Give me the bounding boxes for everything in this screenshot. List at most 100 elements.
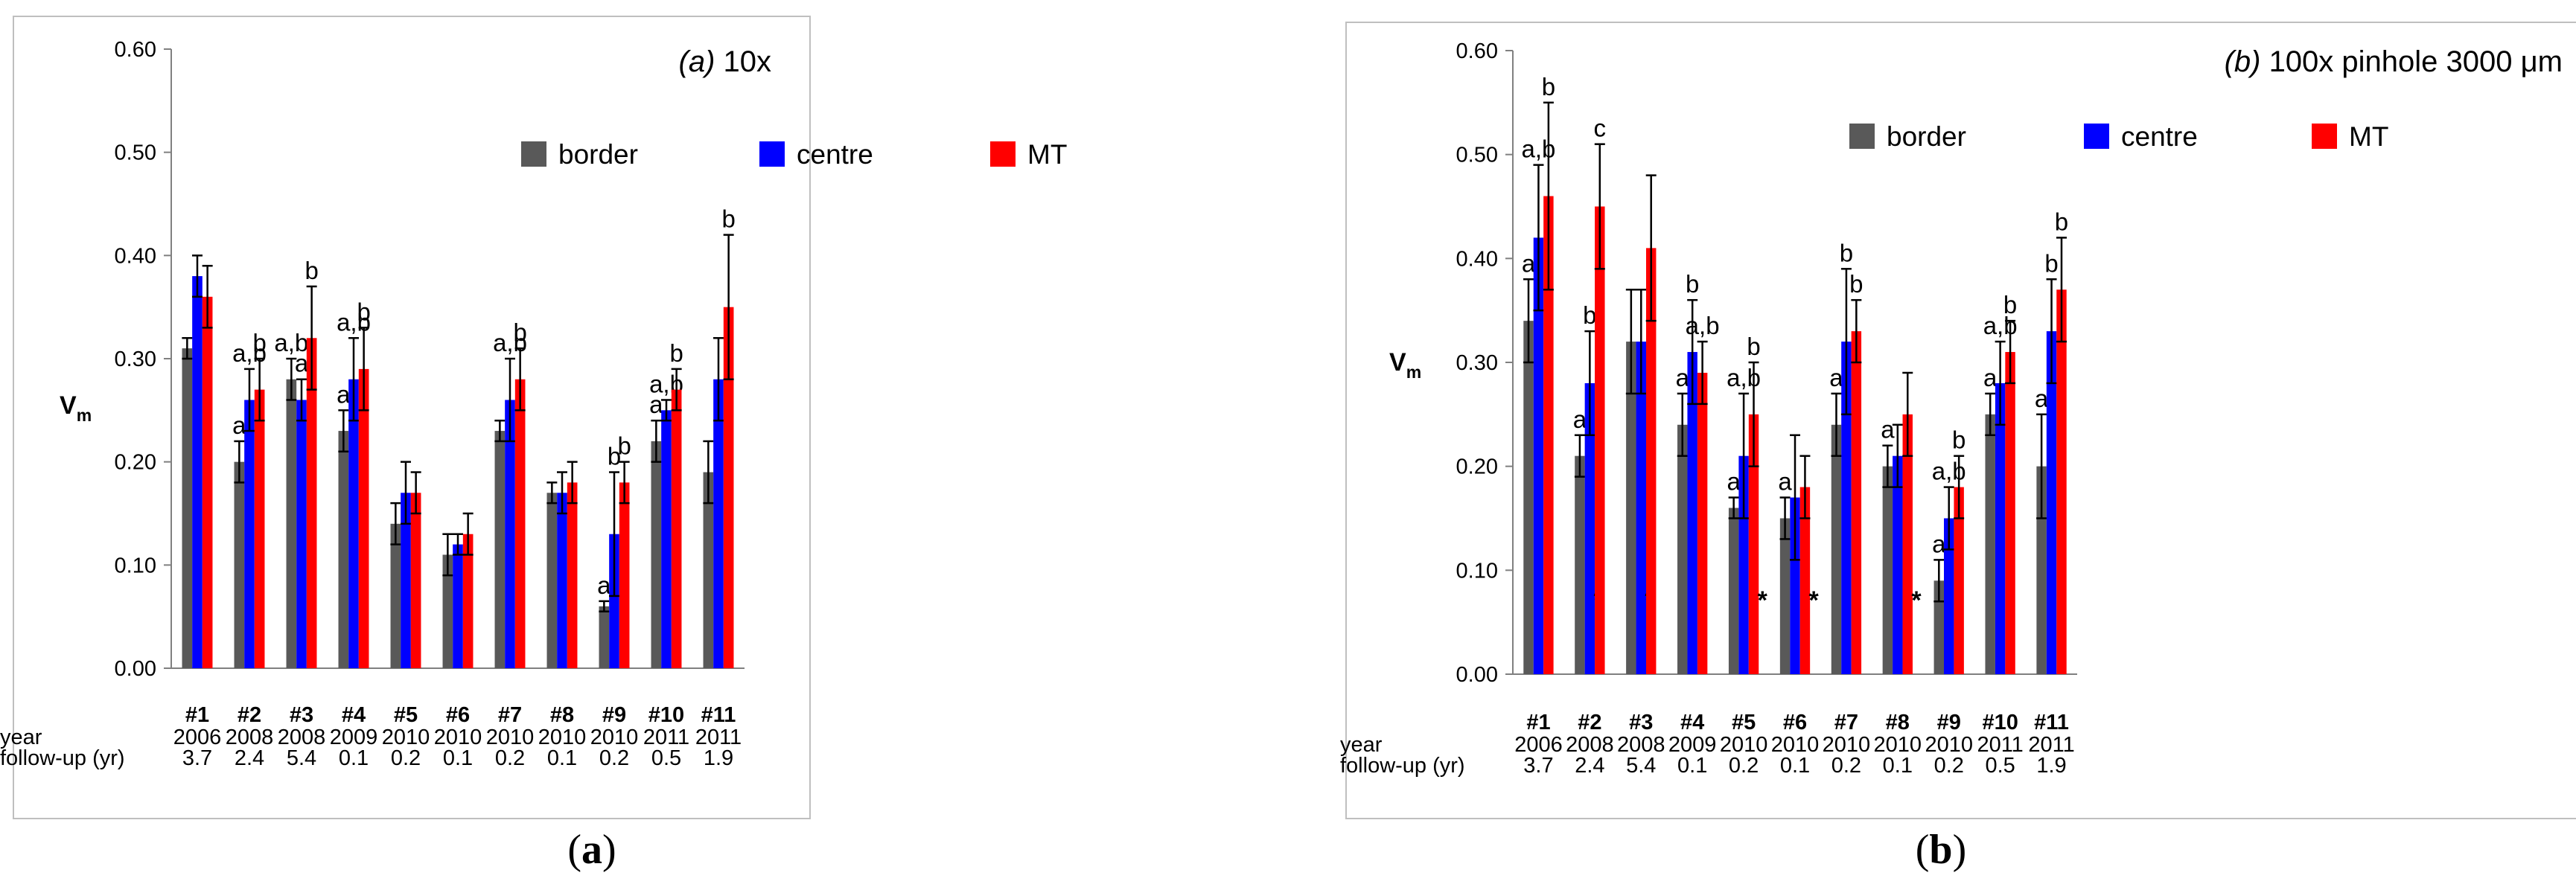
year-label: 2006 bbox=[1514, 733, 1563, 757]
year-label: 2010 bbox=[1823, 733, 1871, 757]
significance-label: b bbox=[357, 298, 370, 325]
legend-label-mt: MT bbox=[1027, 139, 1067, 170]
bar-mt bbox=[358, 368, 369, 668]
year-label: 2010 bbox=[1720, 733, 1768, 757]
legend-swatch-centre bbox=[2084, 124, 2109, 149]
bar-centre bbox=[713, 379, 724, 668]
bar-border bbox=[1779, 518, 1791, 674]
follow-up-label: 0.5 bbox=[1985, 754, 2015, 778]
category-label: #11 bbox=[701, 703, 736, 727]
bar-border bbox=[338, 431, 349, 668]
legend-swatch-border bbox=[521, 141, 546, 167]
follow-up-label: 0.2 bbox=[1934, 754, 1964, 778]
significance-label: b bbox=[513, 318, 526, 346]
legend-swatch-border bbox=[1849, 124, 1875, 149]
year-label: 2010 bbox=[590, 726, 639, 749]
category-label: #6 bbox=[446, 703, 470, 727]
category-label: #8 bbox=[550, 703, 574, 727]
bar-mt bbox=[1954, 487, 1964, 674]
bar-centre bbox=[1995, 382, 2006, 674]
bar-mt bbox=[1697, 372, 1708, 674]
category-label: #11 bbox=[2034, 711, 2069, 734]
bar-centre bbox=[557, 493, 567, 668]
bar-border bbox=[390, 523, 401, 668]
bar-border bbox=[651, 441, 662, 668]
bar-mt bbox=[1851, 331, 1862, 674]
year-label: 2010 bbox=[382, 726, 430, 749]
category-label: #2 bbox=[1578, 711, 1601, 734]
significance-label: b bbox=[608, 443, 621, 470]
bar-border bbox=[1882, 466, 1893, 674]
bar-mt bbox=[1902, 414, 1913, 674]
category-label: #5 bbox=[394, 703, 418, 727]
follow-up-label: 5.4 bbox=[1626, 754, 1656, 778]
category-label: #9 bbox=[602, 703, 626, 727]
year-label: 2010 bbox=[486, 726, 535, 749]
row-label-year: year bbox=[1340, 733, 1383, 757]
follow-up-label: 1.9 bbox=[704, 746, 733, 770]
follow-up-label: 0.2 bbox=[1729, 754, 1759, 778]
chart-frame bbox=[13, 16, 811, 819]
year-label: 2011 bbox=[695, 726, 742, 749]
legend-label-mt: MT bbox=[2349, 121, 2388, 152]
y-tick-label: 0.00 bbox=[1456, 663, 1498, 687]
category-label: #2 bbox=[237, 703, 261, 727]
year-label: 2010 bbox=[538, 726, 587, 749]
bar-centre bbox=[401, 493, 411, 668]
y-tick-label: 0.20 bbox=[115, 451, 156, 475]
year-label: 2009 bbox=[330, 726, 378, 749]
bar-centre bbox=[453, 544, 463, 668]
y-tick-label: 0.50 bbox=[1456, 144, 1498, 167]
significance-label: a bbox=[1983, 364, 1998, 391]
year-label: 2010 bbox=[1771, 733, 1820, 757]
category-label: #5 bbox=[1732, 711, 1756, 734]
significance-label: b bbox=[669, 339, 683, 367]
y-tick-label: 0.60 bbox=[115, 38, 156, 62]
significance-label: b bbox=[1686, 270, 1699, 298]
follow-up-label: 0.5 bbox=[651, 746, 681, 770]
bar-mt bbox=[2056, 289, 2067, 674]
year-label: 2011 bbox=[1977, 733, 2023, 757]
legend-label-centre: centre bbox=[2121, 121, 2198, 152]
significance-label: a bbox=[597, 571, 611, 599]
year-label: 2010 bbox=[434, 726, 482, 749]
bar-centre bbox=[1687, 352, 1697, 674]
follow-up-label: 3.7 bbox=[182, 746, 212, 770]
significance-label: b bbox=[2044, 249, 2058, 277]
follow-up-label: 0.2 bbox=[495, 746, 525, 770]
y-tick-label: 0.10 bbox=[1456, 559, 1498, 583]
significance-label: b bbox=[2055, 208, 2068, 235]
year-label: 2008 bbox=[1566, 733, 1614, 757]
bar-centre bbox=[1584, 382, 1595, 674]
significance-label: a,b bbox=[1932, 458, 1966, 485]
bar-border bbox=[234, 461, 245, 668]
panel-caption: (a) bbox=[567, 827, 616, 873]
significance-label: b bbox=[2003, 291, 2017, 318]
row-label-year: year bbox=[0, 726, 42, 749]
category-label: #1 bbox=[1526, 711, 1550, 734]
year-label: 2011 bbox=[643, 726, 689, 749]
significance-label: b bbox=[1542, 73, 1555, 100]
bar-mt bbox=[2005, 352, 2015, 674]
bar-centre bbox=[244, 400, 255, 668]
bar-border bbox=[286, 379, 297, 668]
y-tick-label: 0.30 bbox=[1456, 351, 1498, 375]
bar-centre bbox=[1533, 237, 1544, 674]
significance-label: a bbox=[1573, 406, 1587, 433]
bar-border bbox=[494, 431, 506, 668]
significance-label: b bbox=[305, 257, 318, 284]
significance-label: a,b bbox=[1727, 364, 1761, 391]
bar-border bbox=[1933, 580, 1945, 674]
significance-label: a,b bbox=[493, 329, 527, 356]
category-label: #4 bbox=[1680, 711, 1704, 734]
significance-label: a,b bbox=[1686, 312, 1720, 339]
bar-mt bbox=[1799, 487, 1811, 674]
y-tick-label: 0.60 bbox=[1456, 39, 1498, 63]
category-label: #7 bbox=[1834, 711, 1858, 734]
bar-border bbox=[1831, 424, 1842, 674]
legend-swatch-centre bbox=[759, 141, 785, 167]
follow-up-label: 0.2 bbox=[1831, 754, 1861, 778]
significance-label: a bbox=[1829, 364, 1843, 391]
bar-centre bbox=[1841, 342, 1852, 674]
